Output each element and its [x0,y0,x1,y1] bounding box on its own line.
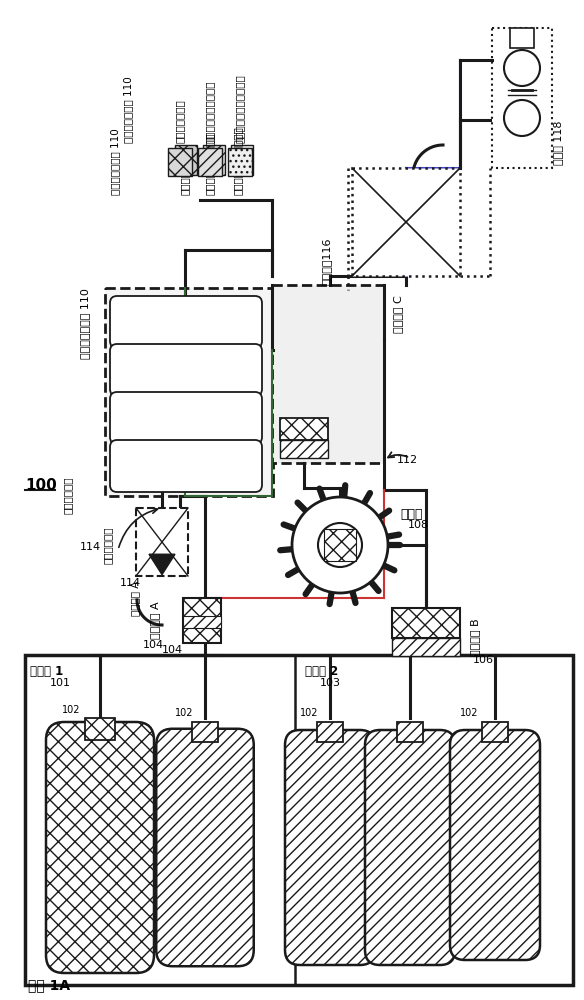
Text: 108: 108 [408,520,429,530]
Circle shape [292,497,388,593]
FancyBboxPatch shape [285,730,375,965]
Bar [168,148,192,176]
Text: 车辆加油氢气流: 车辆加油氢气流 [180,151,190,195]
Text: 分配器 118: 分配器 118 [553,120,563,165]
Bar [136,508,188,576]
Polygon shape [149,554,175,575]
Bar [25,655,573,985]
Text: 供应层 2: 供应层 2 [305,665,338,678]
Bar [392,638,460,656]
Circle shape [504,100,540,136]
Text: 114: 114 [120,578,141,588]
Text: 供应层 1: 供应层 1 [30,665,63,678]
Bar [183,616,221,628]
Text: 高压缓冲存储器 110: 高压缓冲存储器 110 [110,128,120,195]
Text: 102: 102 [460,708,478,718]
Text: 112: 112 [397,455,418,465]
Text: 高压缓冲存储器 110: 高压缓冲存储器 110 [80,288,90,359]
Text: 102: 102 [300,708,318,718]
Text: 制冷单元116: 制冷单元116 [322,237,332,285]
Text: 车辆加油氢气流: 车辆加油氢气流 [175,99,185,143]
Bar [85,718,115,740]
Circle shape [504,50,540,86]
Text: 114: 114 [80,542,101,552]
Text: 101: 101 [50,678,71,688]
Bar [272,285,384,463]
Text: 压力控制装置: 压力控制装置 [63,476,73,514]
Text: 控制单元 A: 控制单元 A [130,580,140,616]
Text: 压缩机抽吸源（合并）: 压缩机抽吸源（合并） [205,132,215,195]
Bar [324,529,356,561]
Bar [280,440,328,458]
Bar [397,722,423,742]
Text: 压缩机: 压缩机 [400,508,422,521]
Text: 控制单元 C: 控制单元 C [393,295,403,333]
Bar [192,722,218,742]
Circle shape [318,523,362,567]
Text: 102: 102 [62,705,81,715]
FancyBboxPatch shape [157,729,254,966]
Text: 压力控制装置: 压力控制装置 [103,526,113,564]
FancyBboxPatch shape [110,296,262,348]
Text: 104: 104 [162,645,183,655]
Bar [183,598,221,643]
Text: 压缩机抽吸源（合并）: 压缩机抽吸源（合并） [205,81,215,143]
Bar [203,145,225,175]
FancyBboxPatch shape [46,722,154,973]
FancyBboxPatch shape [110,344,262,396]
FancyBboxPatch shape [450,730,540,960]
Text: 控制单元 B: 控制单元 B [470,618,480,656]
Text: 103: 103 [320,678,341,688]
Text: 压缩机排放目标（合并）: 压缩机排放目标（合并） [235,74,245,143]
Bar [198,148,222,176]
Bar [175,145,197,175]
Bar [352,168,460,276]
Text: 控制单元 A: 控制单元 A [150,601,160,639]
FancyBboxPatch shape [365,730,455,965]
Bar [105,288,273,496]
Text: 100: 100 [25,478,57,493]
Bar [317,722,343,742]
Bar [228,148,252,176]
FancyBboxPatch shape [110,440,262,492]
Bar [280,418,328,440]
Text: 高压缓冲存储器 110: 高压缓冲存储器 110 [123,76,133,143]
Bar [510,28,534,48]
Bar [392,608,460,638]
Text: 压缩机排放目标（合并）: 压缩机排放目标（合并） [233,126,243,195]
Text: 模式 1A: 模式 1A [28,978,70,992]
Bar [482,722,508,742]
FancyBboxPatch shape [110,392,262,444]
Text: 102: 102 [175,708,193,718]
Text: 104: 104 [143,640,164,650]
Bar [231,145,253,175]
Text: 106: 106 [473,655,494,665]
Bar [492,28,552,168]
